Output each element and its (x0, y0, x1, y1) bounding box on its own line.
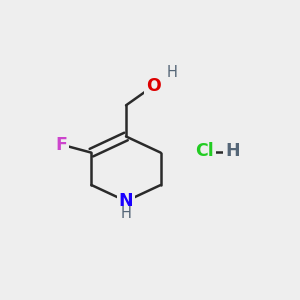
Text: N: N (119, 192, 133, 210)
Text: O: O (146, 77, 161, 95)
Text: Cl: Cl (195, 142, 214, 160)
Text: H: H (167, 65, 178, 80)
Text: H: H (225, 142, 240, 160)
Text: F: F (56, 136, 67, 154)
Text: H: H (121, 206, 131, 221)
